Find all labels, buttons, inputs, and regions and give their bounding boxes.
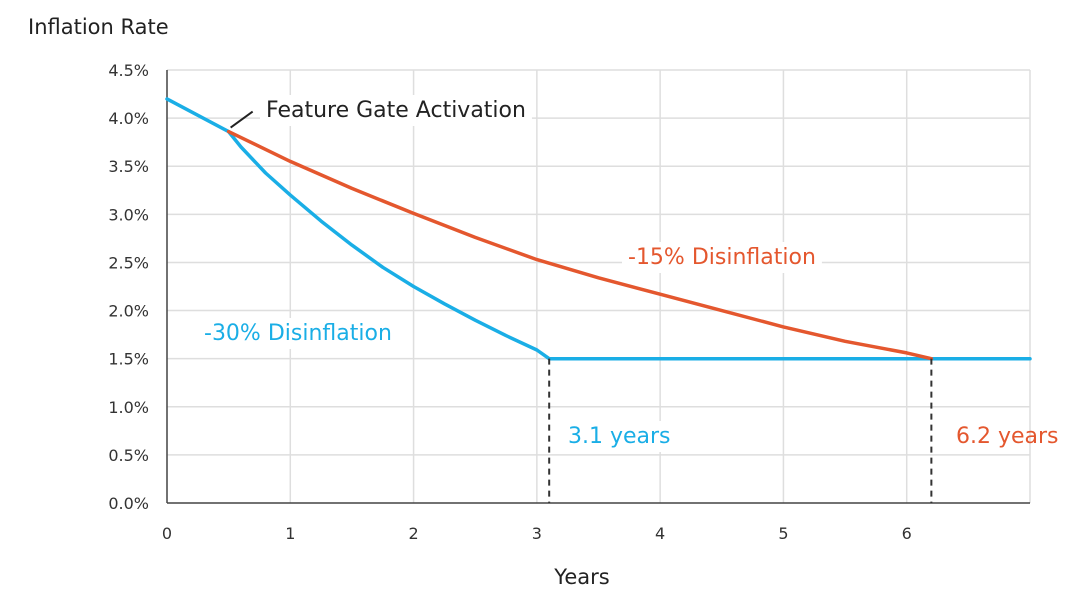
y-tick-label: 2.5% [108, 253, 149, 272]
grid [167, 69, 1031, 503]
x-tick-label: 6 [902, 524, 912, 543]
y-tick-label: 3.0% [108, 205, 149, 224]
feature-gate-annotation: Feature Gate Activation [266, 98, 526, 123]
series-line-30-percent [165, 97, 1032, 361]
thirty-label-bg [198, 318, 398, 349]
years-31-label-bg [562, 421, 677, 452]
x-tick-label: 2 [408, 524, 418, 543]
thirty-percent-disinflation-label: -30% Disinflation [204, 321, 392, 346]
x-tick-label: 4 [655, 524, 665, 543]
series [165, 97, 1032, 361]
y-tick-label: 3.5% [108, 157, 149, 176]
feature-label-bg [260, 95, 532, 126]
y-axis-title: Inflation Rate [28, 15, 169, 39]
axes: 0.0% 0.5% 1.0% 1.5% 2.0% 2.5% 3.0% 3.5% 4.0% 4.5%… [108, 61, 1030, 543]
x-tick-label: 3 [532, 524, 542, 543]
y-tick-label: 0.0% [108, 494, 149, 513]
y-tick-label: 4.5% [108, 61, 149, 80]
annotations [230, 110, 933, 503]
y-tick-label: 1.5% [108, 350, 149, 369]
x-tick-label: 5 [778, 524, 788, 543]
y-tick-label: 4.0% [108, 109, 149, 128]
x-tick-label: 1 [285, 524, 295, 543]
series-line-15-percent [226, 129, 934, 361]
six-point-two-years-label: 6.2 years [956, 424, 1059, 449]
x-axis-title: Years [553, 565, 609, 589]
fifteen-label-bg [622, 242, 822, 273]
fifteen-percent-disinflation-label: -15% Disinflation [628, 245, 816, 270]
three-point-one-years-label: 3.1 years [568, 424, 671, 449]
feature-gate-leader-line [230, 110, 254, 129]
x-tick-label: 0 [162, 524, 172, 543]
y-tick-label: 1.0% [108, 398, 149, 417]
y-tick-label: 0.5% [108, 446, 149, 465]
y-tick-label: 2.0% [108, 302, 149, 321]
